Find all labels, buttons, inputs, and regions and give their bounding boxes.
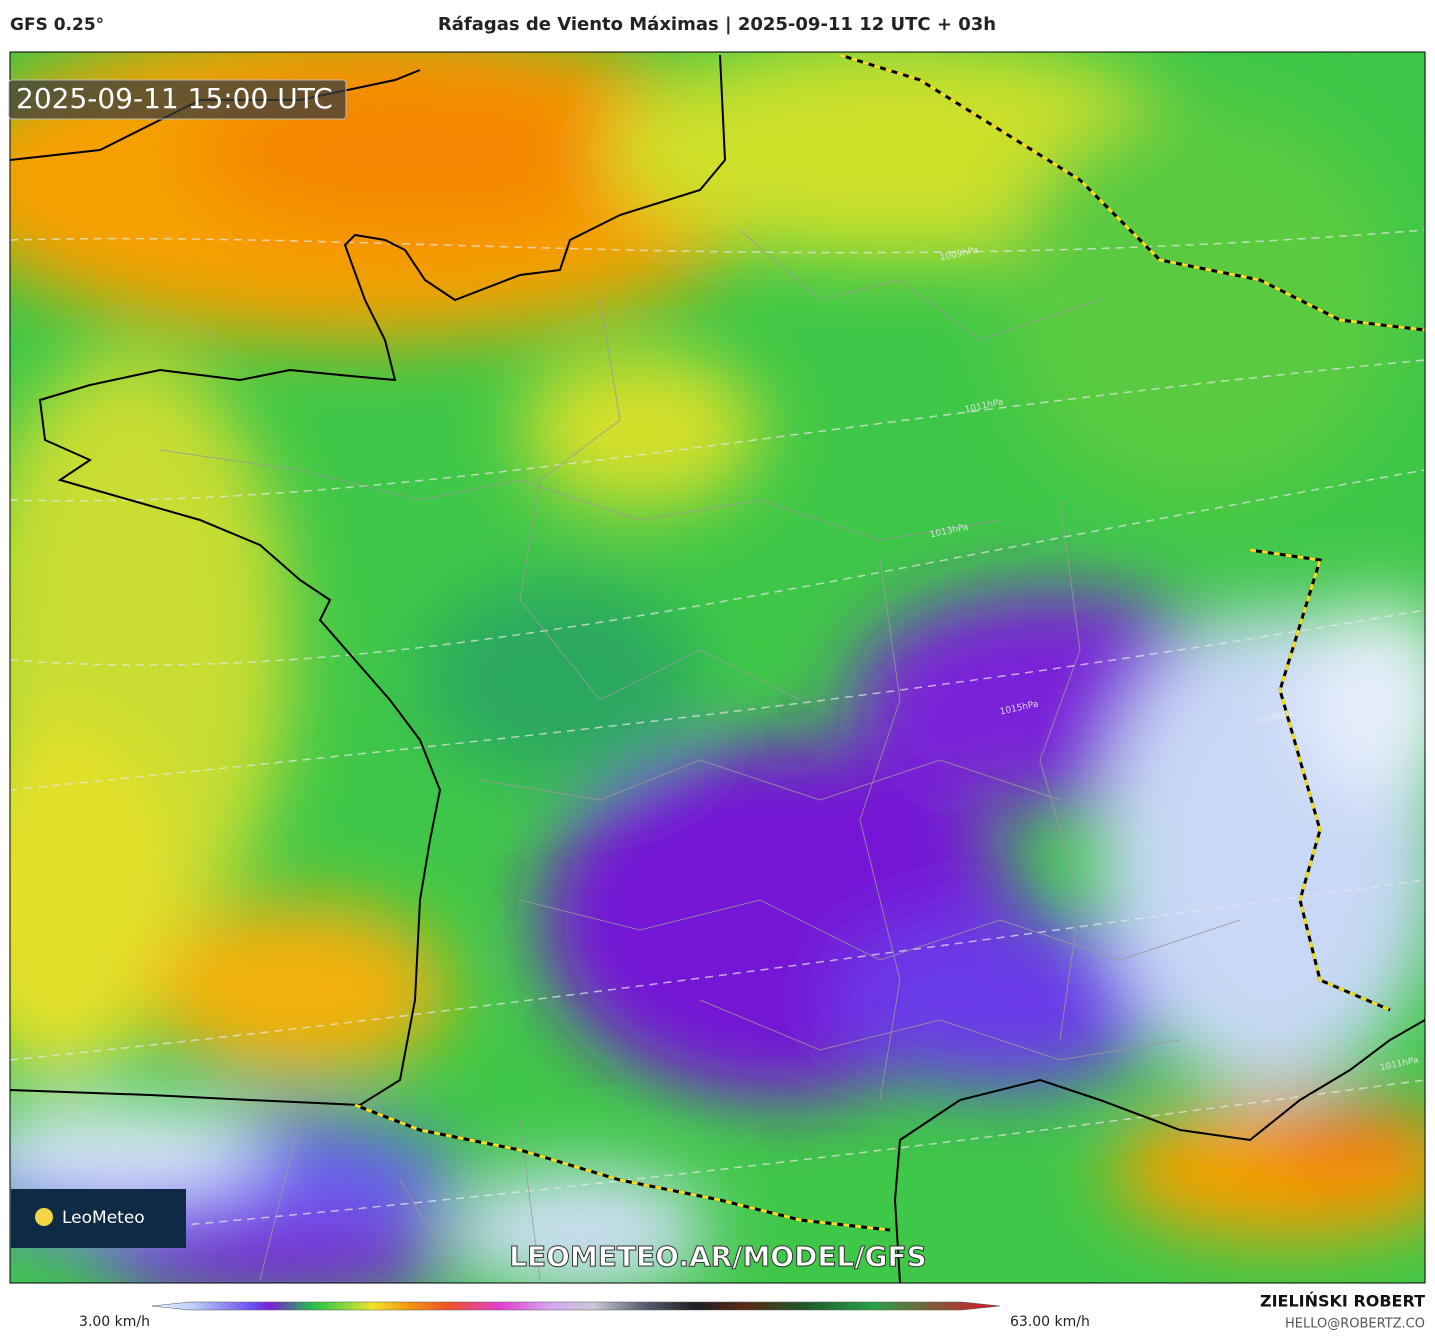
email: HELLO@ROBERTZ.CO xyxy=(1285,1317,1425,1332)
colorbar-max: 63.00 km/h xyxy=(1010,1314,1090,1330)
isobars xyxy=(10,229,1425,1241)
author: ZIELIŃSKI ROBERT xyxy=(1260,1292,1425,1311)
country-borders xyxy=(353,53,1425,1232)
model-label: GFS 0.25° xyxy=(10,15,104,35)
colorbar-min: 3.00 km/h xyxy=(79,1314,150,1330)
logo-sun xyxy=(35,1208,53,1226)
map-title: Ráfagas de Viento Máximas | 2025-09-11 1… xyxy=(438,14,996,35)
region-borders xyxy=(159,229,1241,1281)
colorbar: 3.00 km/h 63.00 km/h xyxy=(79,1301,1090,1330)
colorbar-ramp xyxy=(151,1301,1001,1311)
map-field: 1009hPa1011hPa1013hPa1015hPa1015hPa1011h… xyxy=(10,52,1425,1283)
logo-text: LeoMeteo xyxy=(62,1208,145,1228)
time-box xyxy=(8,79,347,120)
watermark: LEOMETEO.AR/MODEL/GFS xyxy=(509,1240,927,1273)
valid-time: 2025-09-11 15:00 UTC xyxy=(16,82,333,115)
